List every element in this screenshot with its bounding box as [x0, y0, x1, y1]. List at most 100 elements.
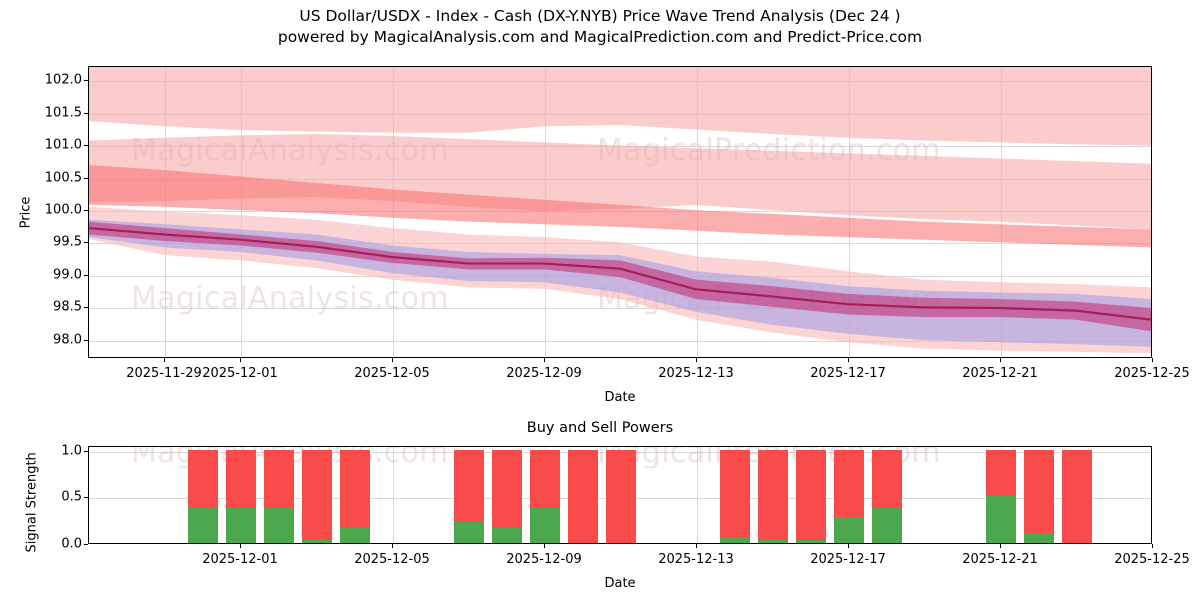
page-title: US Dollar/USDX - Index - Cash (DX-Y.NYB)…: [0, 6, 1200, 48]
power-bar[interactable]: [264, 449, 294, 543]
power-x-tick-label: 2025-12-21: [962, 552, 1038, 567]
title-line-2: powered by MagicalAnalysis.com and Magic…: [277, 27, 923, 46]
sell-power-segment: [872, 449, 902, 507]
power-gridline-v: [393, 447, 394, 543]
power-bar[interactable]: [986, 449, 1016, 543]
power-gridline-v: [697, 447, 698, 543]
power-x-tick-mark: [392, 544, 393, 548]
power-bar[interactable]: [568, 449, 598, 543]
sell-power-segment: [606, 449, 636, 543]
power-y-tick-label: 0.0: [61, 536, 82, 552]
power-bar[interactable]: [454, 449, 484, 543]
price-x-tick-label: 2025-11-29: [126, 366, 202, 381]
price-x-tick-mark: [392, 358, 393, 362]
price-y-tick-mark: [84, 274, 88, 276]
power-bar[interactable]: [872, 449, 902, 543]
price-gridline-h: [89, 340, 1151, 342]
power-x-tick-mark: [1000, 544, 1001, 548]
power-bar[interactable]: [302, 449, 332, 543]
price-y-tick-mark: [84, 112, 88, 114]
price-wave-chart[interactable]: MagicalAnalysis.com MagicalPrediction.co…: [88, 66, 1152, 358]
price-y-tick-mark: [84, 145, 88, 147]
price-y-tick-label: 99.5: [53, 234, 82, 250]
price-y-tick-label: 98.5: [53, 299, 82, 315]
sell-power-segment: [264, 449, 294, 507]
price-x-tick-label: 2025-12-09: [506, 366, 582, 381]
power-bar[interactable]: [606, 449, 636, 543]
power-x-tick-mark: [544, 544, 545, 548]
power-y-tick-label: 1.0: [61, 443, 82, 459]
price-x-tick-mark: [848, 358, 849, 362]
power-bar[interactable]: [834, 449, 864, 543]
buy-power-segment: [872, 506, 902, 543]
buy-power-segment: [758, 539, 788, 543]
price-x-tick-mark: [1000, 358, 1001, 362]
power-x-tick-label: 2025-12-09: [506, 552, 582, 567]
power-bar[interactable]: [1024, 449, 1054, 543]
price-band: [89, 67, 1151, 146]
title-line-1: US Dollar/USDX - Index - Cash (DX-Y.NYB)…: [299, 7, 901, 25]
buy-power-segment: [720, 538, 750, 543]
power-chart-title: Buy and Sell Powers: [526, 420, 674, 436]
price-y-tick-label: 98.0: [53, 332, 82, 348]
buy-power-segment: [834, 516, 864, 543]
power-bar[interactable]: [1062, 449, 1092, 543]
buy-power-segment: [188, 506, 218, 543]
price-y-tick-mark: [84, 210, 88, 212]
power-x-tick-mark: [1152, 544, 1153, 548]
power-bar[interactable]: [758, 449, 788, 543]
buy-sell-powers-chart[interactable]: MagicalAnalysis.com MagicalPrediction.co…: [88, 446, 1152, 544]
price-y-tick-mark: [84, 307, 88, 309]
power-x-tick-label: 2025-12-05: [354, 552, 430, 567]
price-x-tick-mark: [164, 358, 165, 362]
power-bar[interactable]: [492, 449, 522, 543]
power-bar[interactable]: [720, 449, 750, 543]
price-y-tick-label: 99.0: [53, 267, 82, 283]
power-x-tick-mark: [696, 544, 697, 548]
power-y-tick-mark: [84, 450, 88, 452]
buy-power-segment: [1024, 532, 1054, 543]
power-bar[interactable]: [188, 449, 218, 543]
buy-power-segment: [226, 506, 256, 543]
power-bar[interactable]: [530, 449, 560, 543]
price-x-tick-mark: [544, 358, 545, 362]
power-x-tick-label: 2025-12-25: [1114, 552, 1190, 567]
power-bar[interactable]: [226, 449, 256, 543]
price-band: [89, 221, 1151, 332]
power-y-tick-mark: [84, 544, 88, 545]
price-x-tick-label: 2025-12-17: [810, 366, 886, 381]
sell-power-segment: [530, 449, 560, 507]
power-bar[interactable]: [796, 449, 826, 543]
price-y-tick-label: 102.0: [44, 72, 82, 88]
sell-power-segment: [340, 449, 370, 529]
buy-power-segment: [302, 539, 332, 543]
power-y-tick-label: 0.5: [61, 489, 82, 505]
power-y-tick-mark: [84, 497, 88, 499]
power-bar[interactable]: [340, 449, 370, 543]
buy-power-segment: [264, 506, 294, 543]
price-band: [89, 134, 1151, 230]
price-y-tick-label: 100.0: [44, 202, 82, 218]
buy-power-segment: [530, 506, 560, 543]
sell-power-segment: [568, 449, 598, 543]
price-y-tick-mark: [84, 339, 88, 341]
price-band-svg: [89, 67, 1151, 354]
sell-power-segment: [454, 449, 484, 523]
price-y-tick-label: 100.5: [44, 170, 82, 186]
price-band: [89, 164, 1151, 248]
price-x-tick-label: 2025-12-21: [962, 366, 1038, 381]
price-y-tick-label: 101.5: [44, 105, 82, 121]
price-y-tick-mark: [84, 80, 88, 82]
price-y-tick-mark: [84, 177, 88, 179]
sell-power-segment: [986, 449, 1016, 497]
sell-power-segment: [226, 449, 256, 507]
power-x-axis-label: Date: [604, 576, 636, 591]
power-x-tick-mark: [240, 544, 241, 548]
price-x-tick-mark: [240, 358, 241, 362]
sell-power-segment: [492, 449, 522, 529]
price-x-tick-label: 2025-12-01: [202, 366, 278, 381]
sell-power-segment: [720, 449, 750, 539]
sell-power-segment: [188, 449, 218, 507]
price-x-tick-label: 2025-12-05: [354, 366, 430, 381]
power-x-tick-label: 2025-12-01: [202, 552, 278, 567]
